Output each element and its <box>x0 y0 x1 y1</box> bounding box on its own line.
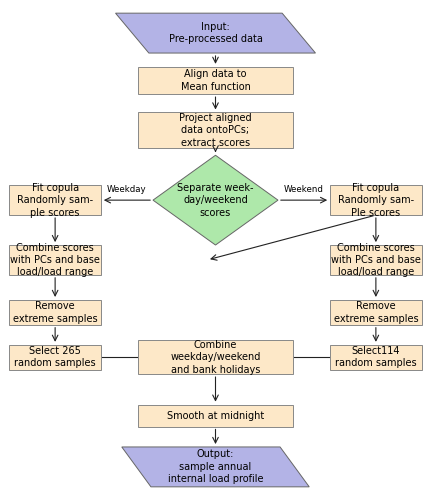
Text: Align data to
Mean function: Align data to Mean function <box>180 70 250 92</box>
FancyBboxPatch shape <box>138 67 292 94</box>
Text: Select 265
random samples: Select 265 random samples <box>14 346 96 368</box>
FancyBboxPatch shape <box>9 344 101 370</box>
Polygon shape <box>115 13 315 53</box>
Text: Fit copula
Randomly sam-
Ple scores: Fit copula Randomly sam- Ple scores <box>337 182 413 218</box>
Text: Select114
random samples: Select114 random samples <box>334 346 416 368</box>
Text: Input:
Pre-processed data: Input: Pre-processed data <box>168 22 262 44</box>
FancyBboxPatch shape <box>329 185 421 215</box>
FancyBboxPatch shape <box>329 300 421 325</box>
Text: Combine scores
with PCs and base
load/load range: Combine scores with PCs and base load/lo… <box>330 242 420 278</box>
Text: Remove
extreme samples: Remove extreme samples <box>13 301 97 324</box>
FancyBboxPatch shape <box>138 404 292 426</box>
Text: Combine scores
with PCs and base
load/load range: Combine scores with PCs and base load/lo… <box>10 242 100 278</box>
Text: Combine
weekday/weekend
and bank holidays: Combine weekday/weekend and bank holiday… <box>170 340 260 374</box>
Text: Remove
extreme samples: Remove extreme samples <box>333 301 417 324</box>
Text: Weekend: Weekend <box>283 185 323 194</box>
Polygon shape <box>153 156 277 245</box>
FancyBboxPatch shape <box>138 340 292 374</box>
Text: Fit copula
Randomly sam-
ple scores: Fit copula Randomly sam- ple scores <box>17 182 93 218</box>
FancyBboxPatch shape <box>138 112 292 148</box>
FancyBboxPatch shape <box>9 185 101 215</box>
FancyBboxPatch shape <box>9 300 101 325</box>
FancyBboxPatch shape <box>329 245 421 275</box>
FancyBboxPatch shape <box>9 245 101 275</box>
Text: Project aligned
data ontoPCs;
extract scores: Project aligned data ontoPCs; extract sc… <box>179 113 251 148</box>
Text: Smooth at midnight: Smooth at midnight <box>166 410 264 420</box>
Polygon shape <box>122 447 308 487</box>
Text: Separate week-
day/weekend
scores: Separate week- day/weekend scores <box>177 182 253 218</box>
Text: Weekday: Weekday <box>107 185 147 194</box>
Text: Output:
sample annual
internal load profile: Output: sample annual internal load prof… <box>167 450 263 484</box>
FancyBboxPatch shape <box>329 344 421 370</box>
